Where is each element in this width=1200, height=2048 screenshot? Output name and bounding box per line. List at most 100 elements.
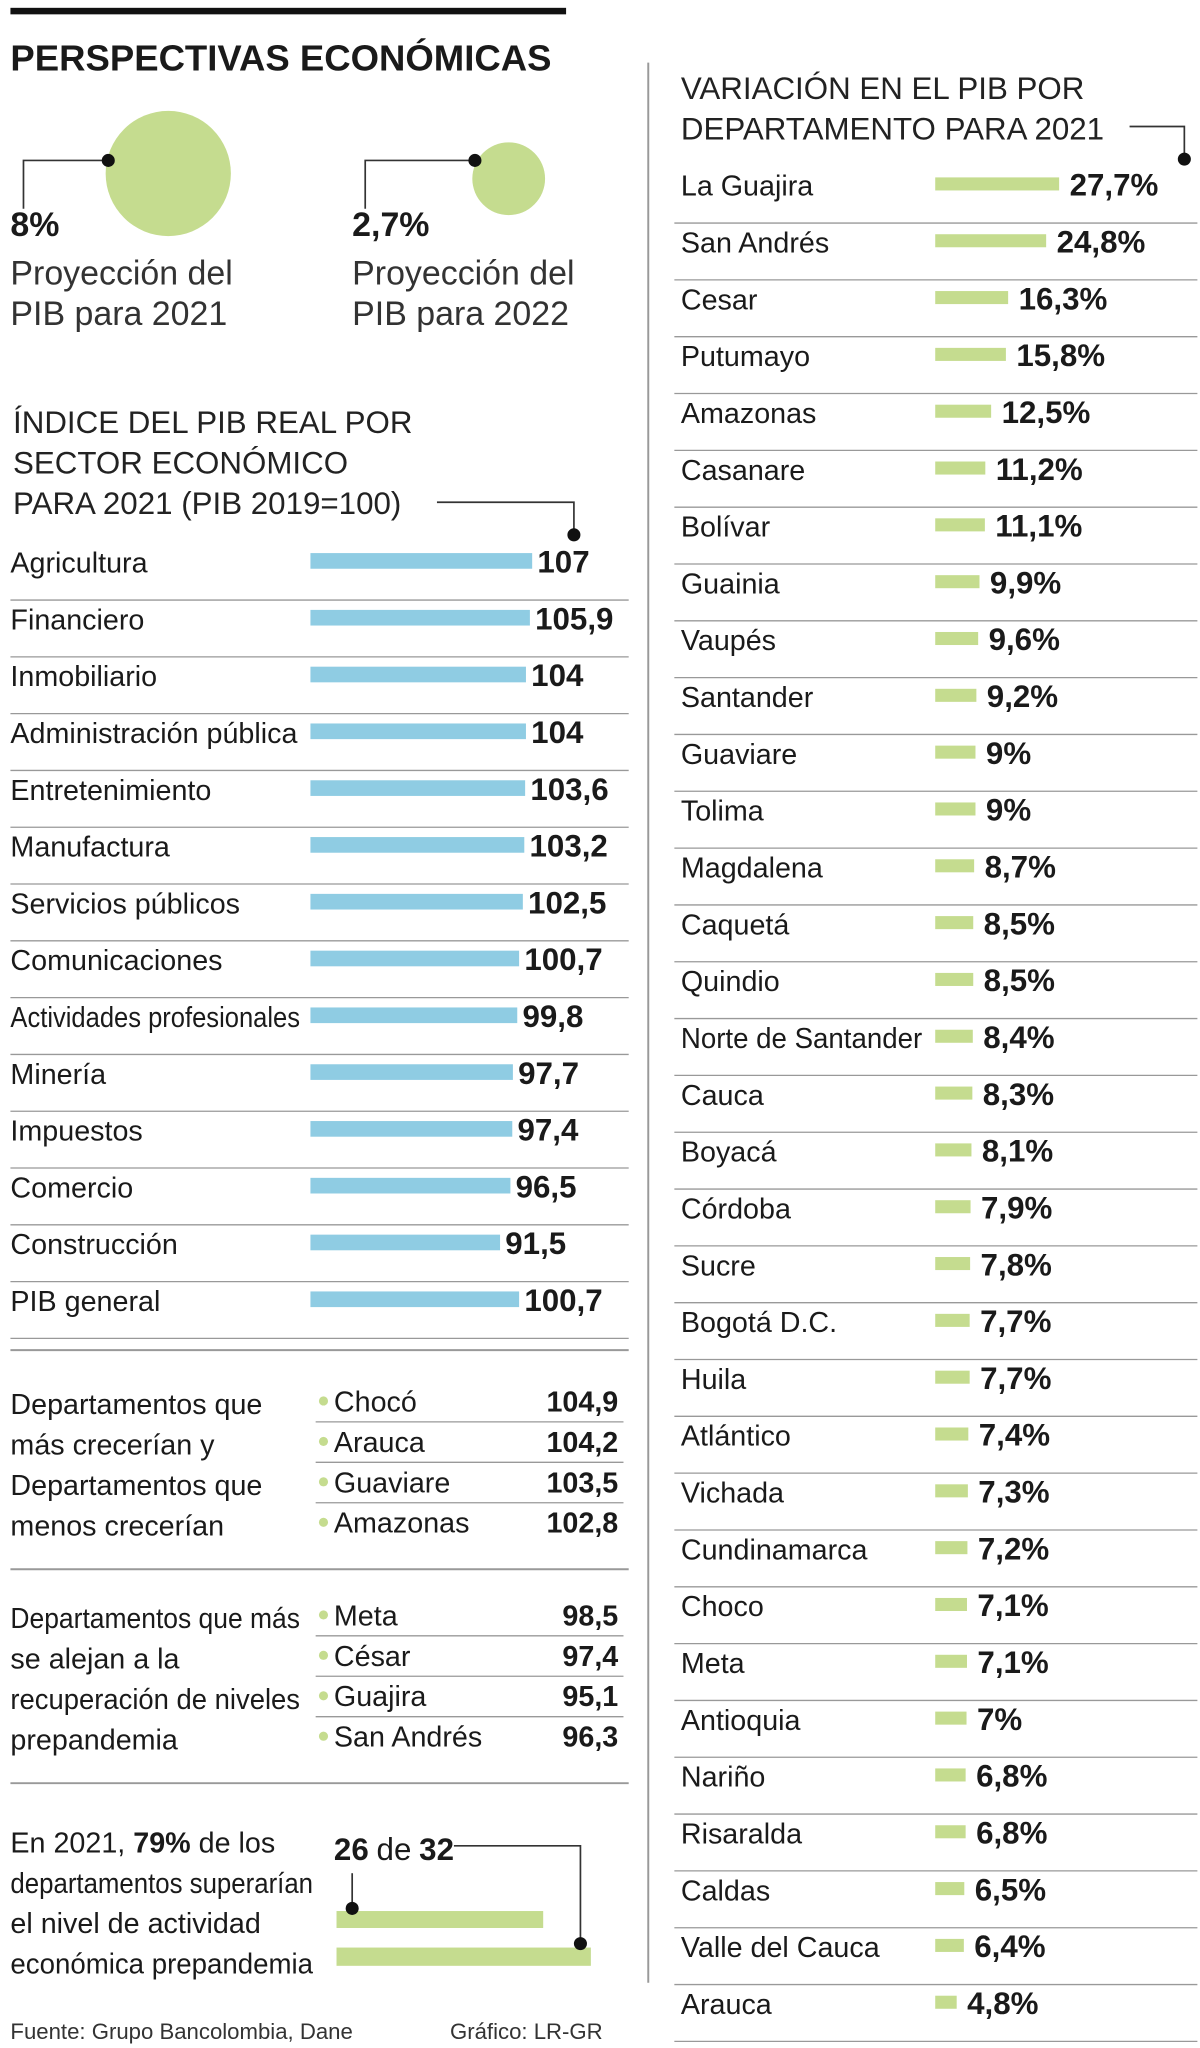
value-label: 102,5 (528, 885, 606, 920)
value-label: 12,5% (1002, 395, 1091, 430)
bar (935, 745, 976, 759)
bar (935, 1370, 970, 1384)
table-value: 102,8 (546, 1508, 618, 1540)
bullet (318, 1650, 329, 1660)
connector-dot (345, 1901, 359, 1915)
connector (364, 159, 475, 209)
value-label: 7,1% (977, 1645, 1048, 1680)
highlight-text: Proyección del (352, 254, 574, 292)
category-label: PIB general (10, 1286, 160, 1318)
bar (935, 461, 986, 475)
table-value: 104,9 (546, 1386, 618, 1418)
category-label: Inmobiliario (10, 661, 157, 693)
bar (310, 1007, 518, 1024)
category-label: Valle del Cauca (681, 1932, 880, 1964)
bar (310, 1291, 520, 1308)
chart-title: SECTOR ECONÓMICO (13, 446, 348, 481)
bullet (318, 1436, 329, 1446)
chart-title: ÍNDICE DEL PIB REAL POR (13, 405, 412, 440)
chart-title: DEPARTAMENTO PARA 2021 (681, 112, 1104, 147)
bar (935, 972, 974, 986)
table-name: Guajira (334, 1681, 427, 1713)
category-label: Caldas (681, 1875, 770, 1907)
value-label: 91,5 (505, 1226, 566, 1261)
connector-dot (1177, 152, 1191, 166)
bar (935, 1257, 971, 1271)
bar (935, 347, 1006, 361)
category-label: Putumayo (681, 341, 810, 373)
value-label: 6,5% (975, 1872, 1046, 1907)
category-label: Comercio (10, 1172, 133, 1204)
bar (935, 1313, 970, 1327)
summary-count: 26 de 32 (334, 1832, 454, 1867)
category-label: Córdoba (681, 1193, 791, 1225)
bar (935, 1484, 968, 1498)
value-label: 7,4% (979, 1418, 1050, 1453)
bar (935, 802, 976, 816)
category-label: Comunicaciones (10, 945, 222, 977)
value-label: 7,2% (978, 1531, 1049, 1566)
category-label: Construcción (10, 1229, 177, 1261)
bar (310, 609, 530, 626)
table-name: Amazonas (334, 1508, 470, 1540)
category-label: Servicios públicos (10, 888, 240, 920)
bar (935, 1143, 972, 1157)
bar (935, 688, 977, 702)
value-label: 103,2 (530, 829, 608, 864)
bar (310, 553, 533, 569)
bar (310, 950, 520, 967)
category-label: Atlántico (681, 1421, 791, 1453)
table-value: 103,5 (546, 1467, 618, 1499)
value-label: 6,4% (974, 1929, 1045, 1964)
category-label: Meta (681, 1648, 745, 1680)
category-label: Santander (681, 682, 814, 714)
table-label: Departamentos que (10, 1389, 262, 1421)
value-label: 100,7 (524, 942, 602, 977)
value-label: 105,9 (535, 601, 613, 636)
bar (310, 666, 526, 683)
value-label: 7,8% (981, 1247, 1052, 1282)
connector-dot (468, 153, 482, 167)
category-label: Bolívar (681, 512, 771, 544)
summary-text: económica prepandemia (10, 1949, 313, 1981)
bar (935, 1597, 967, 1612)
category-label: Manufactura (10, 832, 170, 864)
bar (935, 1711, 967, 1725)
bullet (318, 1517, 329, 1527)
value-label: 16,3% (1019, 281, 1108, 316)
category-label: Norte de Santander (681, 1023, 923, 1055)
value-label: 4,8% (967, 1986, 1038, 2021)
value-label: 104 (531, 658, 584, 693)
highlight-value: 8% (10, 206, 59, 244)
connector-dot (573, 1937, 587, 1951)
bar (935, 1938, 964, 1952)
category-label: Caquetá (681, 909, 790, 941)
category-label: Guainia (681, 568, 780, 600)
connector (436, 501, 575, 535)
count: 26 (334, 1832, 369, 1867)
value-label: 7,7% (980, 1304, 1051, 1339)
category-label: Magdalena (681, 853, 823, 885)
category-label: Casanare (681, 455, 805, 487)
bar (935, 1768, 966, 1782)
footer-credit: Gráfico: LR-GR (450, 2019, 603, 2044)
table-name: Chocó (334, 1386, 417, 1418)
category-label: Cundinamarca (681, 1534, 868, 1566)
connector (453, 1844, 582, 1944)
value-label: 7% (977, 1702, 1022, 1737)
value-label: 96,5 (516, 1169, 577, 1204)
value-label: 7,1% (977, 1588, 1048, 1623)
value-label: 9% (986, 736, 1031, 771)
value-label: 8,7% (985, 850, 1056, 885)
value-label: 8,1% (982, 1134, 1053, 1169)
value-label: 27,7% (1070, 168, 1159, 203)
category-label: Actividades profesionales (10, 1002, 300, 1034)
value-label: 103,6 (530, 772, 608, 807)
bar (310, 1121, 513, 1137)
category-label: Bogotá D.C. (681, 1307, 837, 1339)
highlight-circle (472, 142, 546, 216)
bar (935, 404, 992, 418)
bar (935, 1086, 973, 1100)
